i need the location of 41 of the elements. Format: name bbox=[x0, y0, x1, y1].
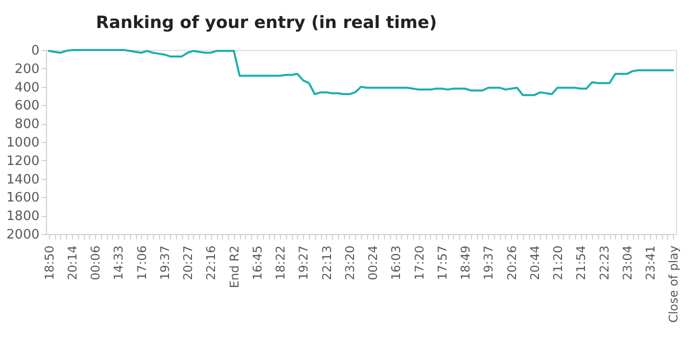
x-tick-label: 19:37 bbox=[158, 246, 172, 280]
x-tick-label: 21:54 bbox=[574, 246, 588, 280]
y-tick-label: 2000 bbox=[6, 228, 40, 242]
line-series bbox=[48, 49, 674, 96]
y-tick-label: 1600 bbox=[6, 190, 40, 206]
x-tick-label: Close of play bbox=[666, 246, 681, 323]
y-tick-label: 1800 bbox=[6, 209, 40, 224]
x-tick-label: 00:06 bbox=[88, 246, 103, 280]
x-tick-label: 20:26 bbox=[504, 246, 519, 280]
y-tick-label: 1200 bbox=[6, 154, 40, 169]
x-tick-label: 20:14 bbox=[66, 246, 80, 280]
x-tick-label: 23:41 bbox=[643, 246, 658, 280]
x-tick-label: 23:20 bbox=[342, 246, 357, 280]
x-tick-label: 14:33 bbox=[112, 246, 126, 280]
x-tick-label: 00:24 bbox=[366, 246, 380, 280]
x-tick-label: 22:23 bbox=[597, 246, 612, 280]
y-tick-label: 400 bbox=[14, 80, 40, 96]
x-tick-label: 21:20 bbox=[551, 246, 566, 280]
y-tick-label: 1000 bbox=[6, 136, 40, 150]
y-tick-label: 1400 bbox=[6, 172, 40, 188]
chart-title: Ranking of your entry (in real time) bbox=[96, 13, 437, 33]
x-tick-label: 17:57 bbox=[435, 246, 450, 280]
x-tick-label: 18:49 bbox=[458, 246, 473, 280]
y-tick-label: 0 bbox=[31, 44, 40, 58]
x-tick-label: 20:27 bbox=[181, 246, 196, 280]
x-tick-label: 16:45 bbox=[250, 246, 264, 280]
x-tick-label: 20:44 bbox=[528, 246, 542, 280]
x-tick-label: 17:20 bbox=[412, 246, 426, 280]
x-tick-label: 22:13 bbox=[320, 246, 334, 280]
x-tick-label: 18:50 bbox=[42, 246, 56, 280]
y-tick-label: 600 bbox=[14, 98, 40, 114]
x-tick-label: 19:27 bbox=[296, 246, 311, 280]
x-tick-label: 22:16 bbox=[204, 246, 218, 280]
y-tick-label: 200 bbox=[14, 62, 40, 77]
x-tick-label: End R2 bbox=[227, 246, 242, 288]
x-tick-label: 19:37 bbox=[482, 246, 496, 280]
y-tick-label: 800 bbox=[14, 117, 40, 132]
x-tick-label: 23:04 bbox=[620, 246, 634, 280]
x-tick-label: 17:06 bbox=[134, 246, 149, 280]
x-tick-label: 16:03 bbox=[389, 246, 404, 280]
x-tick-label: 18:22 bbox=[274, 246, 288, 280]
